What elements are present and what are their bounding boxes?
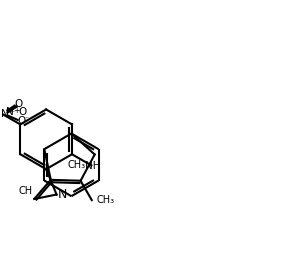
Text: O: O bbox=[15, 99, 23, 109]
Text: CH₃: CH₃ bbox=[68, 160, 86, 170]
Text: O: O bbox=[17, 116, 26, 126]
Text: CH₃: CH₃ bbox=[96, 195, 114, 205]
Text: CH: CH bbox=[19, 186, 33, 196]
Text: NH: NH bbox=[85, 161, 101, 171]
Text: O: O bbox=[19, 107, 27, 117]
Text: +: + bbox=[14, 106, 20, 115]
Text: +: + bbox=[9, 109, 14, 114]
Text: N: N bbox=[1, 109, 9, 119]
Text: ⁻: ⁻ bbox=[25, 115, 29, 124]
Text: N: N bbox=[6, 107, 13, 117]
Text: N: N bbox=[58, 188, 67, 201]
